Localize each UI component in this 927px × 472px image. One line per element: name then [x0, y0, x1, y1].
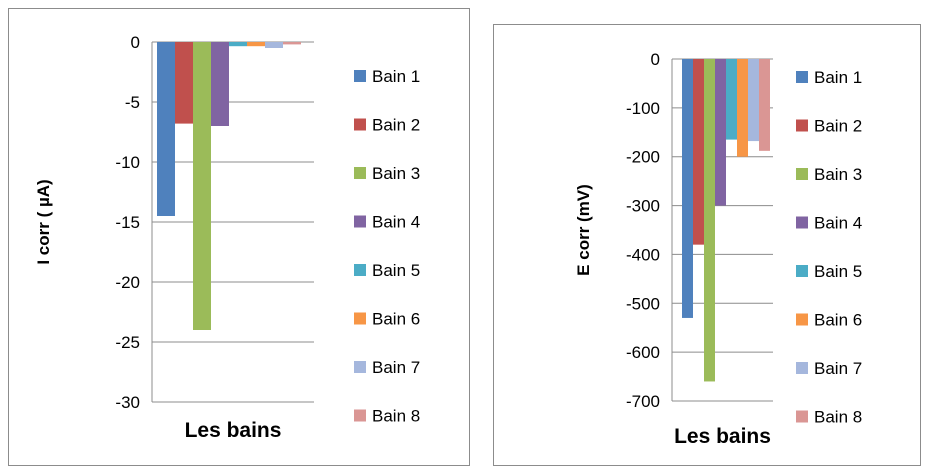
ecorr-legend-label: Bain 3 — [814, 165, 862, 184]
chart-icorr: 0 -5 -10 -15 -20 -25 -30 Les bains I corr ( µA) B… — [34, 33, 420, 442]
icorr-bar-bain-7 — [265, 42, 283, 48]
icorr-y-tick-label: -5 — [125, 93, 140, 112]
ecorr-legend-label: Bain 8 — [814, 408, 862, 427]
icorr-legend-swatch — [354, 70, 366, 82]
icorr-legend-label: Bain 4 — [372, 213, 420, 232]
ecorr-legend-swatch — [796, 362, 808, 374]
icorr-y-tick-label: -15 — [115, 213, 140, 232]
ecorr-y-tick-label: -300 — [626, 197, 660, 216]
ecorr-legend-swatch — [796, 265, 808, 277]
icorr-legend-label: Bain 1 — [372, 67, 420, 86]
icorr-legend-label: Bain 8 — [372, 407, 420, 426]
ecorr-y-axis-label: E corr (mV) — [574, 184, 593, 276]
ecorr-bar-bain-1 — [682, 59, 693, 318]
ecorr-legend-label: Bain 6 — [814, 311, 862, 330]
icorr-bar-bain-3 — [193, 42, 211, 330]
ecorr-y-tick-label: 0 — [651, 50, 660, 69]
icorr-legend-label: Bain 3 — [372, 164, 420, 183]
icorr-legend-label: Bain 7 — [372, 358, 420, 377]
ecorr-y-tick-label: -200 — [626, 148, 660, 167]
ecorr-y-tick-label: -600 — [626, 343, 660, 362]
ecorr-legend-label: Bain 7 — [814, 359, 862, 378]
icorr-x-axis-label: Les bains — [185, 419, 282, 442]
ecorr-bar-bain-6 — [737, 59, 748, 157]
ecorr-legend-swatch — [796, 216, 808, 229]
ecorr-bar-bain-4 — [715, 59, 726, 206]
icorr-bar-bain-8 — [283, 42, 301, 45]
ecorr-legend-swatch — [796, 168, 808, 180]
ecorr-legend-swatch — [796, 71, 808, 83]
ecorr-legend-swatch — [796, 313, 808, 326]
chart-frame-icorr: 0 -5 -10 -15 -20 -25 -30 Les bains I corr ( µA) B… — [8, 8, 470, 466]
icorr-y-tick-label: -10 — [115, 153, 140, 172]
ecorr-legend-label: Bain 5 — [814, 262, 862, 281]
ecorr-bar-bain-3 — [704, 59, 715, 382]
icorr-legend-swatch — [354, 167, 366, 179]
icorr-bar-bain-1 — [157, 42, 175, 216]
ecorr-legend-swatch — [796, 410, 808, 423]
ecorr-x-axis-label: Les bains — [674, 425, 771, 448]
icorr-legend-swatch — [354, 361, 366, 373]
ecorr-y-tick-label: -700 — [626, 392, 660, 411]
ecorr-bar-bain-8 — [759, 59, 770, 151]
ecorr-bar-bain-7 — [748, 59, 759, 142]
chart-frame-ecorr: 0 -100 -200 -300 -400 -500 -600 -700 Les bains E … — [493, 24, 921, 466]
ecorr-bar-bain-2 — [693, 59, 704, 245]
ecorr-y-tick-label: -500 — [626, 294, 660, 313]
icorr-legend-swatch — [354, 312, 366, 325]
icorr-legend-swatch — [354, 264, 366, 276]
icorr-legend-label: Bain 5 — [372, 261, 420, 280]
icorr-bar-bain-5 — [229, 42, 247, 47]
icorr-bar-bain-4 — [211, 42, 229, 126]
chart-ecorr: 0 -100 -200 -300 -400 -500 -600 -700 Les bains E … — [574, 50, 862, 448]
icorr-bar-bain-6 — [247, 42, 265, 47]
icorr-bar-bain-2 — [175, 42, 193, 124]
icorr-y-tick-label: -25 — [115, 333, 140, 352]
icorr-legend-swatch — [354, 215, 366, 228]
icorr-legend-label: Bain 2 — [372, 116, 420, 135]
icorr-y-tick-label: 0 — [131, 33, 140, 52]
ecorr-legend-label: Bain 2 — [814, 117, 862, 136]
icorr-legend-swatch — [354, 118, 366, 131]
ecorr-bar-bain-5 — [726, 59, 737, 140]
ecorr-legend-label: Bain 1 — [814, 68, 862, 87]
ecorr-y-tick-label: -100 — [626, 99, 660, 118]
ecorr-y-tick-label: -400 — [626, 245, 660, 264]
icorr-legend-swatch — [354, 409, 366, 422]
ecorr-legend-label: Bain 4 — [814, 214, 862, 233]
ecorr-legend-swatch — [796, 119, 808, 132]
icorr-legend-label: Bain 6 — [372, 310, 420, 329]
icorr-y-tick-label: -20 — [115, 273, 140, 292]
icorr-y-tick-label: -30 — [115, 393, 140, 412]
icorr-y-axis-label: I corr ( µA) — [34, 179, 53, 264]
